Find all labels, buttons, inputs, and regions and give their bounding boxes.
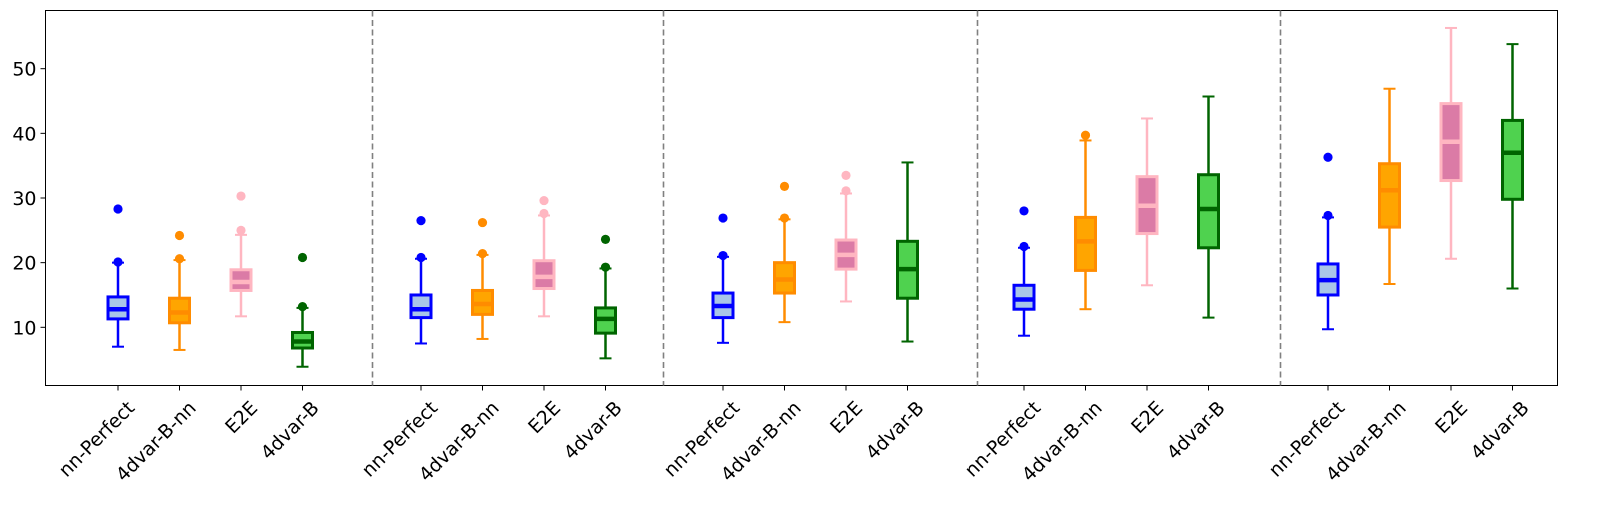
g4-4dvar-b-nn-box xyxy=(1074,215,1097,272)
g5-nn-perfect-flier-2 xyxy=(1323,152,1333,162)
g2-e2e-box xyxy=(532,259,556,291)
g1-e2e-flier-2 xyxy=(236,191,246,201)
g1-4dvar-b-flier-1 xyxy=(297,302,308,312)
g4-nn-perfect-box xyxy=(1012,283,1036,311)
y-tick-label-40: 40 xyxy=(12,123,36,145)
g3-4dvar-b-nn-flier-1 xyxy=(779,213,790,223)
g4-4dvar-b-box xyxy=(1197,173,1220,250)
g3-e2e-flier-2 xyxy=(841,170,851,180)
g1-4dvar-b-nn-flier-2 xyxy=(174,230,185,241)
g2-nn-perfect-flier-1 xyxy=(416,252,426,263)
g3-4dvar-b-nn-flier-2 xyxy=(779,181,790,191)
g4-nn-perfect-flier-1 xyxy=(1019,241,1029,252)
g5-4dvar-b-box xyxy=(1501,118,1524,201)
g2-e2e-flier-1 xyxy=(539,208,549,219)
g3-e2e-flier-1 xyxy=(841,186,851,196)
g2-4dvar-b-flier-2 xyxy=(600,234,611,244)
g5-nn-perfect-flier-1 xyxy=(1323,210,1333,221)
g2-e2e-flier-2 xyxy=(539,195,549,206)
g2-4dvar-b-nn-flier-2 xyxy=(477,217,488,228)
g1-4dvar-b-x-label: 4dvar-B xyxy=(257,397,324,464)
g2-nn-perfect-box xyxy=(409,293,433,320)
g2-4dvar-b-x-label: 4dvar-B xyxy=(560,397,627,464)
g1-e2e-x-label: E2E xyxy=(221,397,262,438)
g3-4dvar-b-x-label: 4dvar-B xyxy=(862,397,929,464)
g3-e2e-x-label: E2E xyxy=(826,397,867,438)
g2-4dvar-b-flier-1 xyxy=(600,262,611,272)
g1-nn-perfect-flier-1 xyxy=(113,257,123,267)
g5-e2e-x-label: E2E xyxy=(1431,397,1472,438)
g1-4dvar-b-nn-flier-1 xyxy=(174,254,185,264)
g1-nn-perfect-flier-2 xyxy=(113,204,123,214)
g5-4dvar-b-x-label: 4dvar-B xyxy=(1467,397,1534,464)
g5-4dvar-b-nn-box xyxy=(1378,162,1401,229)
y-tick-label-10: 10 xyxy=(12,317,36,339)
g3-nn-perfect-flier-1 xyxy=(718,250,728,261)
g4-nn-perfect-flier-2 xyxy=(1019,206,1029,216)
y-tick-label-50: 50 xyxy=(12,59,36,81)
g2-nn-perfect-flier-2 xyxy=(416,216,426,226)
y-tick-label-20: 20 xyxy=(12,253,36,275)
g2-4dvar-b-nn-flier-1 xyxy=(477,249,488,259)
g3-nn-perfect-flier-2 xyxy=(718,213,728,223)
g4-e2e-x-label: E2E xyxy=(1127,397,1168,438)
g1-e2e-flier-1 xyxy=(236,225,246,235)
g1-4dvar-b-flier-2 xyxy=(297,252,308,263)
g2-e2e-x-label: E2E xyxy=(524,397,565,438)
y-tick-label-30: 30 xyxy=(12,188,36,210)
g4-4dvar-b-x-label: 4dvar-B xyxy=(1163,397,1230,464)
g4-4dvar-b-nn-flier-1 xyxy=(1080,130,1091,140)
